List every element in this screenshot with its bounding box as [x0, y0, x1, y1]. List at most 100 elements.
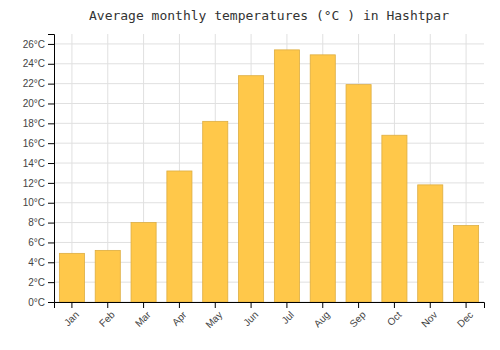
bar [310, 55, 335, 302]
x-tick-mark [394, 302, 395, 308]
y-grid-line [54, 43, 484, 44]
x-tick: Jun [241, 302, 260, 328]
x-tick: May [203, 302, 224, 330]
y-grid-line [54, 123, 484, 124]
y-tick: 12°C [23, 178, 54, 189]
bar [346, 85, 371, 302]
y-tick-label: 4°C [28, 257, 45, 268]
y-tick-mark [48, 183, 54, 184]
x-tick-label: Mar [133, 309, 153, 329]
x-tick: Apr [170, 302, 189, 328]
y-tick-mark [48, 203, 54, 204]
y-tick-mark [48, 44, 54, 45]
x-tick: Nov [419, 302, 439, 329]
y-tick-label: 18°C [23, 118, 45, 129]
y-grid-line [54, 163, 484, 164]
x-tick-label: Feb [97, 309, 117, 329]
x-tick-mark [286, 302, 287, 308]
plot: 0°C 2°C 4°C 6°C 8°C 10°C 12°C 14°C 16°C 18°C 20°C 2… [23, 34, 485, 330]
y-tick-label: 6°C [28, 237, 45, 248]
x-tick: Aug [312, 302, 332, 329]
x-tick-label: Apr [170, 309, 189, 328]
y-tick: 2°C [28, 277, 54, 288]
y-tick-mark [48, 103, 54, 104]
y-tick-mark [48, 143, 54, 144]
bar [167, 171, 192, 302]
y-tick-mark [48, 262, 54, 263]
y-tick: 24°C [23, 58, 54, 69]
y-tick: 6°C [28, 237, 54, 248]
y-tick: 4°C [28, 257, 54, 268]
y-tick-mark [48, 282, 54, 283]
x-tick-label: Dec [455, 309, 475, 329]
x-tick: Sep [347, 302, 368, 329]
y-tick: 26°C [23, 39, 54, 50]
x-tick-mark [358, 302, 359, 308]
bars [59, 50, 478, 302]
bar [454, 226, 479, 302]
x-tick-label: Sep [347, 309, 368, 330]
y-tick: 16°C [23, 138, 54, 149]
bar [59, 253, 84, 302]
y-tick-label: 22°C [23, 78, 45, 89]
y-tick-label: 12°C [23, 178, 45, 189]
y-tick-mark [48, 123, 54, 124]
y-tick: 18°C [23, 118, 54, 129]
x-tick-mark [466, 302, 467, 308]
title: Average monthly temperatures (°C ) in Ha… [89, 8, 449, 23]
x-tick-label: May [203, 309, 224, 330]
x-tick-mark [430, 302, 431, 308]
y-tick-label: 16°C [23, 138, 45, 149]
y-tick-label: 0°C [28, 297, 45, 308]
chart: 0°C 2°C 4°C 6°C 8°C 10°C 12°C 14°C 16°C 18°C 20°C 2… [0, 0, 500, 350]
y-grid-line [54, 182, 484, 183]
x-tick: Mar [133, 302, 153, 329]
bar [239, 76, 264, 302]
x-axis: Jan Feb Mar Apr May Jun Jul Aug Sep Oct Nov Dec [55, 302, 485, 330]
x-tick: Oct [385, 302, 404, 328]
y-tick-mark [48, 223, 54, 224]
x-tick-mark [71, 302, 72, 308]
y-tick-label: 8°C [28, 217, 45, 228]
y-tick-mark [48, 64, 54, 65]
y-grid-line [54, 83, 484, 84]
y-tick-mark [48, 242, 54, 243]
x-axis-line [55, 303, 485, 309]
bar [95, 250, 120, 302]
x-tick-label: Nov [419, 309, 439, 329]
x-tick-label: Aug [312, 309, 332, 329]
y-grid-line [54, 143, 484, 144]
x-tick: Feb [97, 302, 117, 329]
x-tick-label: Oct [385, 309, 404, 328]
x-tick: Jul [279, 302, 296, 326]
y-axis-line [48, 35, 55, 303]
y-tick: 14°C [23, 158, 54, 169]
y-axis: 0°C 2°C 4°C 6°C 8°C 10°C 12°C 14°C 16°C 18°C 20°C 2… [23, 35, 55, 308]
bar [274, 50, 299, 302]
bar [382, 135, 407, 302]
bar [131, 223, 156, 302]
y-grid-line [54, 103, 484, 104]
y-tick: 0°C [28, 297, 54, 308]
y-grid-line [54, 63, 484, 64]
bar [203, 121, 228, 302]
y-tick-label: 2°C [28, 277, 45, 288]
y-tick: 20°C [23, 98, 54, 109]
y-tick-label: 10°C [23, 197, 45, 208]
bar [418, 185, 443, 302]
grid [54, 34, 484, 302]
y-tick-mark [48, 302, 54, 303]
y-tick: 10°C [23, 197, 54, 208]
y-tick-label: 14°C [23, 158, 45, 169]
x-tick-mark [215, 302, 216, 308]
x-tick-mark [143, 302, 144, 308]
x-tick-label: Jan [62, 309, 81, 328]
y-tick-mark [48, 163, 54, 164]
y-tick: 8°C [28, 217, 54, 228]
x-tick-mark [251, 302, 252, 308]
x-tick-label: Jul [279, 309, 296, 326]
x-tick-mark [322, 302, 323, 308]
x-tick-mark [179, 302, 180, 308]
y-tick-label: 26°C [23, 39, 45, 50]
x-tick: Jan [62, 302, 81, 328]
